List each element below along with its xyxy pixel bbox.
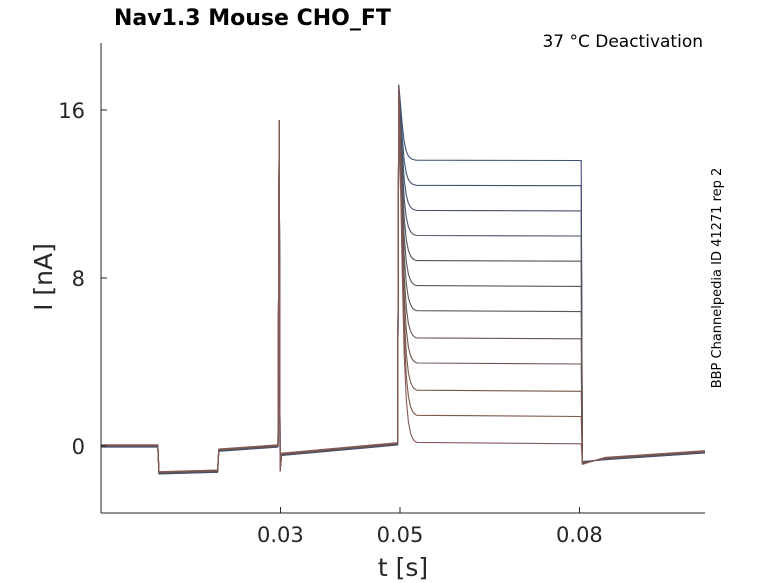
x-tick-label: 0.03: [257, 523, 304, 547]
traces: [101, 84, 706, 475]
y-tick-label: 16: [58, 99, 85, 123]
y-tick-label: 8: [72, 267, 85, 291]
x-tick-label: 0.05: [377, 523, 424, 547]
y-axis-label: I [nA]: [29, 243, 58, 311]
side-label: BBP Channelpedia ID 41271 rep 2: [710, 168, 725, 389]
trace-line: [101, 89, 706, 473]
y-ticks: 0 8 16: [58, 99, 107, 459]
chart-subtitle: 37 °C Deactivation: [542, 32, 703, 52]
chart-title: Nav1.3 Mouse CHO_FT: [114, 6, 391, 31]
x-ticks: 0.03 0.05 0.08: [257, 507, 603, 547]
y-tick-label: 0: [72, 435, 85, 459]
x-axis-label: t [s]: [378, 553, 428, 582]
x-tick-label: 0.08: [556, 523, 603, 547]
